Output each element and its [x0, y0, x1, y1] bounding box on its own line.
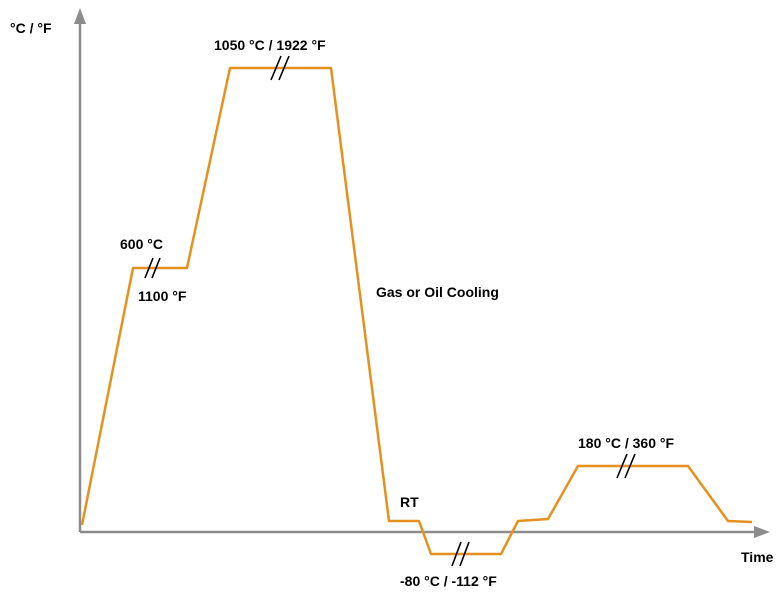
austenitize-temp-label: 1050 °C / 1922 °F	[214, 37, 326, 53]
preheat-temp-c-label: 600 °C	[120, 236, 163, 252]
break-mark-temper	[616, 453, 636, 479]
room-temp-label: RT	[400, 494, 419, 510]
break-mark-austenitize	[270, 55, 290, 81]
subzero-temp-label: -80 °C / -112 °F	[400, 573, 497, 589]
preheat-temp-f-label: 1100 °F	[138, 288, 187, 304]
y-axis-arrow	[74, 8, 86, 24]
break-mark-preheat	[144, 257, 161, 279]
temper-temp-label: 180 °C / 360 °F	[578, 435, 674, 451]
cooling-label: Gas or Oil Cooling	[376, 284, 499, 300]
break-mark-subzero	[451, 541, 470, 567]
axes	[74, 8, 770, 538]
x-axis-arrow	[754, 526, 770, 538]
y-axis-label: °C / °F	[10, 20, 52, 36]
temperature-curve	[80, 66, 753, 556]
break-marks	[144, 55, 636, 567]
x-axis-label: Time	[741, 549, 774, 565]
